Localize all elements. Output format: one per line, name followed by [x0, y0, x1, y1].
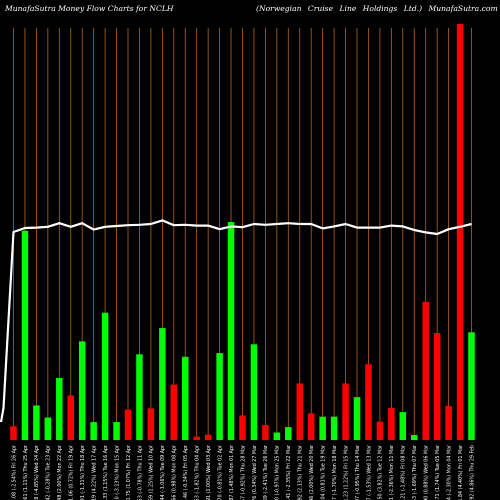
category-label: 20.66 (0.98%) Mon 08 Apr: [172, 445, 178, 500]
category-label: 20.91 (-1.31%) Thu 18 Apr: [80, 445, 86, 500]
volume-bar: [399, 412, 407, 440]
category-label: 20.38 (-4.85%) Wed 24 Apr: [34, 445, 40, 500]
volume-bar: [411, 435, 418, 440]
chart-subtitle: (Norwegian Cruise Line Holdings Ltd.) Mu…: [256, 4, 498, 13]
category-label: 20.61 (1.11%) Thu 25 Apr: [23, 445, 29, 500]
volume-bar: [365, 364, 372, 440]
category-label: 20.69 (1.25%) Wed 10 Apr: [149, 445, 155, 500]
money-flow-line: [0, 219, 472, 423]
volume-bar: [353, 397, 361, 440]
volume-bar: [124, 409, 132, 440]
category-label: 21.46 (2.00%) Wed 20 Mar: [309, 445, 315, 500]
volume-bar: [67, 395, 74, 440]
category-label: 21.17 (-1.53%) Wed 13 Mar: [366, 445, 372, 500]
category-label: 20.57 (-0.92%) Thu 28 Mar: [240, 445, 246, 500]
volume-bar: [433, 333, 441, 440]
volume-bar: [250, 344, 258, 440]
category-label: 21.04 (0.81%) Tue 19 Mar: [320, 445, 326, 500]
volume-bar: [273, 432, 281, 440]
category-label: 20.92 (4.86%) Thu 29 Feb: [469, 445, 475, 500]
volume-bar: [296, 383, 303, 440]
category-label: 21.53 (-1.69%) Thu 07 Mar: [412, 445, 418, 500]
volume-bar: [56, 378, 63, 440]
category-label: 20.87 (-1.70%) Mon 18 Mar: [332, 445, 338, 500]
category-label: 20.08 (-2.54%) Fri 26 Apr: [11, 445, 17, 500]
category-label: 21.23 (1.22%) Fri 15 Mar: [343, 445, 349, 500]
volume-bar: [239, 415, 246, 440]
category-label: 21.19 (4.22%) Wed 17 Apr: [91, 445, 97, 500]
chart-title: MunafaSutra Money Flow Charts for NCLH: [5, 4, 174, 13]
volume-bar: [182, 356, 189, 440]
category-label: 21.84 (4.40%) Fri 01 Mar: [458, 445, 464, 500]
volume-bar: [147, 408, 155, 440]
volume-bar: [33, 405, 40, 440]
volume-bar: [136, 354, 143, 440]
volume-bar: [216, 353, 223, 440]
volume-bar: [319, 416, 326, 440]
category-label: 21.50 (3.82%) Tue 12 Mar: [378, 445, 384, 500]
category-label: 20.10 (-3.13%) Mon 15 Apr: [114, 445, 120, 500]
category-label: 20.44 (-1.06%) Tue 09 Apr: [160, 445, 166, 500]
volume-bar: [159, 328, 166, 440]
category-label: 21.90 (0.88%) Wed 06 Mar: [424, 445, 430, 500]
volume-bar: [445, 405, 452, 440]
category-label: 20.87 (1.48%) Mon 01 Apr: [229, 445, 235, 500]
category-label: 21.21 (-1.48%) Fri 08 Mar: [401, 445, 407, 500]
volume-bar: [376, 421, 384, 440]
volume-bar: [44, 417, 52, 440]
volume-bar: [342, 383, 349, 440]
category-label: 20.46 (-0.34%) Fri 05 Apr: [183, 445, 189, 500]
category-label: 21.71 (1.74%) Tue 05 Mar: [435, 445, 441, 500]
category-label: 21.92 (2.13%) Thu 21 Mar: [298, 445, 304, 500]
volume-bar: [78, 341, 86, 440]
category-label: 20.71 (-2.36%) Mon 11 Mar: [389, 445, 395, 500]
category-label: 20.69 (-2.41%) Tue 26 Mar: [263, 445, 269, 500]
volume-bar: [21, 230, 29, 440]
volume-bar: [90, 422, 97, 440]
volume-bar: [10, 426, 17, 440]
category-label: 21.06 (0.72%) Fri 19 Apr: [69, 445, 75, 500]
category-label: 20.33 (1.15%) Tue 16 Apr: [103, 445, 109, 500]
category-label: 21.20 (-0.97%) Mon 25 Mar: [275, 445, 281, 500]
volume-bar: [307, 413, 315, 440]
category-label: 20.70 (-0.81%) Tue 02 Apr: [217, 445, 223, 500]
volume-bar: [227, 222, 235, 440]
volume-bar: [422, 301, 429, 440]
category-label: 21.34 (-2.30%) Mon 04 Mar: [446, 445, 452, 500]
volume-bar: [388, 407, 395, 440]
category-label: 20.91 (1.00%) Wed 03 Apr: [206, 445, 212, 500]
volume-bar: [101, 312, 109, 440]
category-label: 21.42 (-0.28%) Tue 23 Apr: [46, 445, 52, 500]
volume-bar: [170, 384, 178, 440]
category-label: 20.53 (-0.78%) Thu 11 Apr: [137, 445, 143, 500]
category-label: 21.41 (-2.35%) Fri 22 Mar: [286, 445, 292, 500]
volume-bar: [468, 332, 475, 440]
category-label: 21.48 (2.00%) Mon 22 Apr: [57, 445, 63, 500]
volume-bar: [456, 24, 464, 440]
category-label: 20.75 (1.07%) Fri 12 Apr: [126, 445, 132, 500]
volume-bar: [262, 425, 269, 440]
volume-bar: [193, 436, 200, 440]
volume-bar: [204, 434, 212, 440]
category-label: 20.53 (-1.82%) Thu 04 Apr: [195, 445, 201, 500]
volume-bar: [113, 422, 120, 440]
volume-bar: [330, 416, 338, 440]
volume-bar: [285, 427, 292, 440]
category-label: 20.97 (-0.95%) Thu 14 Mar: [355, 445, 361, 500]
category-label: 20.76 (0.34%) Wed 27 Mar: [252, 445, 258, 500]
